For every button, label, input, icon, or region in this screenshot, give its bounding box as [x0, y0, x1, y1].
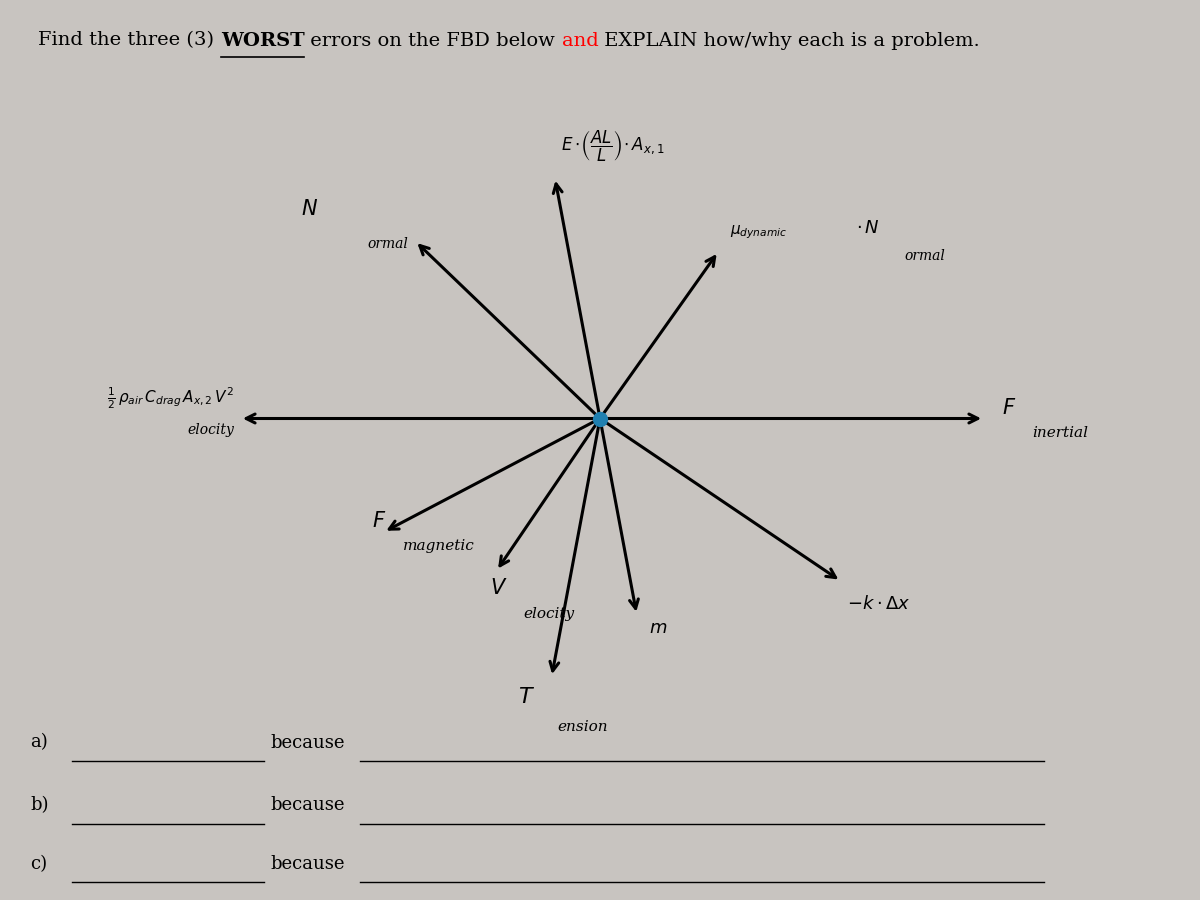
- Text: $N$: $N$: [301, 199, 318, 219]
- Text: $V$: $V$: [491, 578, 508, 599]
- Text: $\mu_{dynamic}$: $\mu_{dynamic}$: [731, 223, 787, 241]
- Text: $-k \cdot \Delta x$: $-k \cdot \Delta x$: [847, 595, 910, 613]
- Text: elocity: elocity: [523, 607, 574, 621]
- Text: $m$: $m$: [649, 619, 667, 637]
- Text: $F$: $F$: [1002, 398, 1016, 418]
- Text: b): b): [30, 796, 48, 814]
- Text: EXPLAIN how/why each is a problem.: EXPLAIN how/why each is a problem.: [599, 32, 980, 50]
- Text: ormal: ormal: [367, 237, 408, 251]
- Text: Find the three (3): Find the three (3): [38, 32, 221, 50]
- Text: magnetic: magnetic: [403, 539, 475, 554]
- Text: c): c): [30, 855, 47, 873]
- Text: and: and: [562, 32, 599, 50]
- Text: WORST: WORST: [221, 32, 305, 50]
- Text: errors on the FBD below: errors on the FBD below: [305, 32, 562, 50]
- Text: ension: ension: [558, 720, 608, 734]
- Text: a): a): [30, 734, 48, 752]
- Text: because: because: [270, 796, 344, 814]
- Text: $T$: $T$: [518, 686, 535, 708]
- Text: $\frac{1}{2}\,\rho_{air}\,C_{drag}\,A_{x,2}\,V^2$: $\frac{1}{2}\,\rho_{air}\,C_{drag}\,A_{x…: [107, 386, 234, 411]
- Text: elocity: elocity: [187, 423, 234, 437]
- Text: $E \cdot \!\left(\dfrac{AL}{L}\right)\! \cdot A_{x,1}$: $E \cdot \!\left(\dfrac{AL}{L}\right)\! …: [560, 130, 665, 165]
- Text: because: because: [270, 855, 344, 873]
- Text: inertial: inertial: [1032, 426, 1088, 440]
- Text: $F$: $F$: [372, 511, 386, 531]
- Text: $\cdot\, N$: $\cdot\, N$: [857, 220, 880, 238]
- Text: ormal: ormal: [905, 249, 946, 263]
- Text: because: because: [270, 734, 344, 752]
